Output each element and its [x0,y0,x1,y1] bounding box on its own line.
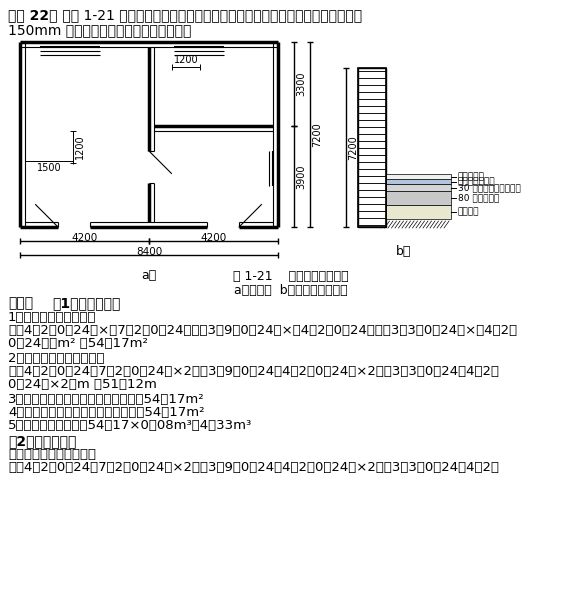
Text: 1500: 1500 [37,163,61,173]
Bar [358,68,386,227]
Text: 二毡一油防潮层: 二毡一油防潮层 [458,177,496,186]
Text: 5）碎石垫层工程量＝54．17×0．08m³＝4．33m³: 5）碎石垫层工程量＝54．17×0．08m³＝4．33m³ [8,419,252,432]
Text: 水磨石地面踢脚线工程量: 水磨石地面踢脚线工程量 [8,448,96,461]
Text: 0．24）］m² ＝54．17m²: 0．24）］m² ＝54．17m² [8,337,148,350]
Text: 8400: 8400 [136,247,162,257]
Bar [358,68,386,227]
Text: ［（4．2－0．24）×（7．2－0．24）＋（3．9－0．24）×（4．2－0．24）＋（3．3－0．24）×（4．2－: ［（4．2－0．24）×（7．2－0．24）＋（3．9－0．24）×（4．2－0… [8,324,517,337]
Text: 7200: 7200 [348,135,358,160]
Text: 1）水磨石地面工程量：: 1）水磨石地面工程量： [8,311,97,324]
Text: a）平面图  b）地面构造示意图: a）平面图 b）地面构造示意图 [234,284,348,297]
Text: 图 1-21    某工程地面施工图: 图 1-21 某工程地面施工图 [233,270,349,283]
Bar [386,191,451,205]
Text: 3300: 3300 [296,72,306,96]
Text: 3）防潮层工程量＝地面面层工程量＝54．17m²: 3）防潮层工程量＝地面面层工程量＝54．17m² [8,393,205,406]
Text: 150mm 高水磨石，求地面的各项工程量。: 150mm 高水磨石，求地面的各项工程量。 [8,23,191,37]
Bar [386,184,451,191]
Text: 1200: 1200 [174,55,198,65]
Text: 素土夯实: 素土夯实 [458,208,479,217]
Text: （1）定额工程量: （1）定额工程量 [52,296,120,310]
Text: 水磨石面层: 水磨石面层 [458,172,485,181]
Text: 1200: 1200 [75,135,85,159]
Bar [386,174,451,179]
Text: b）: b） [396,245,412,258]
Text: （2）清单工程量: （2）清单工程量 [8,434,76,448]
Text: 3900: 3900 [296,164,306,189]
Text: 4200: 4200 [71,233,97,243]
Bar [386,205,451,219]
Text: 30 厚细石混凝土找平层: 30 厚细石混凝土找平层 [458,183,521,192]
Bar [386,179,451,184]
Text: ［（4．2－0．24＋7．2－0．24）×2＋（3．9－0．24＋4．2－0．24）×2＋（3．3－0．24＋4．2－: ［（4．2－0．24＋7．2－0．24）×2＋（3．9－0．24＋4．2－0．2… [8,365,499,378]
Text: 7200: 7200 [312,122,322,147]
Text: 【解】: 【解】 [8,296,33,310]
Text: 0．24）×2］m ＝51．12m: 0．24）×2］m ＝51．12m [8,378,157,391]
Text: 2）水磨石踢脚线工程量：: 2）水磨石踢脚线工程量： [8,352,104,365]
Text: 如图 1-21 所示为某工程底层平面图，已知地面为现浇水磨石面层，踢脚线为: 如图 1-21 所示为某工程底层平面图，已知地面为现浇水磨石面层，踢脚线为 [58,8,362,22]
Text: 【例 22】: 【例 22】 [8,8,58,22]
Text: a）: a） [141,269,157,282]
Text: 4200: 4200 [201,233,227,243]
Text: 4）找平层工程量＝地面面层工程量＝54．17m²: 4）找平层工程量＝地面面层工程量＝54．17m² [8,406,205,419]
Text: ［（4．2－0．24＋7．2－0．24）×2＋（3．9－0．24＋4．2－0．24）×2＋（3．3－0．24＋4．2－: ［（4．2－0．24＋7．2－0．24）×2＋（3．9－0．24＋4．2－0．2… [8,461,499,474]
Text: 80 厚碎石垫层: 80 厚碎石垫层 [458,194,499,202]
